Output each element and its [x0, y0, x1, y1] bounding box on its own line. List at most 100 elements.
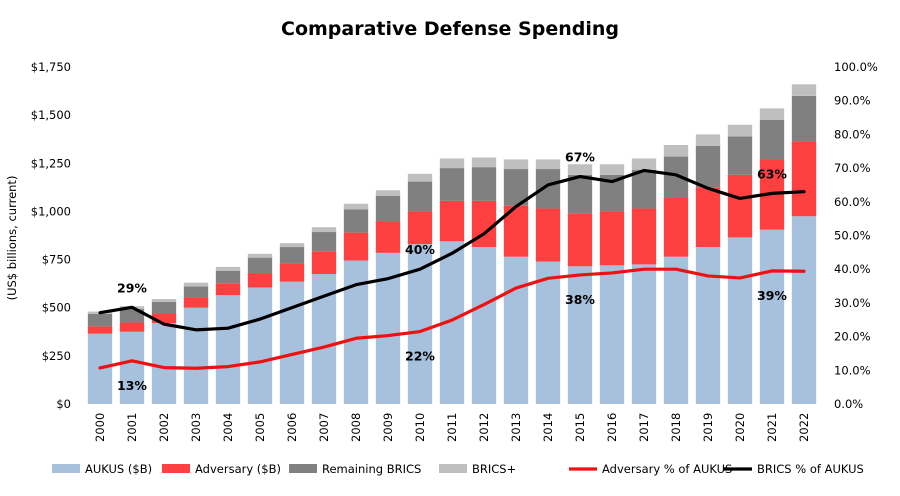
bar-remaining-brics: [279, 247, 305, 264]
bar-brics: [311, 227, 337, 233]
data-label: 29%: [117, 280, 147, 295]
y2-tick-label: 100.0%: [834, 60, 878, 74]
x-tick-label: 2004: [221, 413, 235, 442]
bar-aukus-b: [631, 264, 657, 404]
bar-brics: [759, 108, 785, 120]
legend-label: BRICS % of AUKUS: [757, 462, 864, 476]
bar-remaining-brics: [695, 145, 721, 188]
bar-brics: [407, 173, 433, 182]
y2-tick-label: 90.0%: [834, 94, 871, 108]
bar-remaining-brics: [87, 313, 113, 327]
data-label: 67%: [565, 150, 595, 165]
y-tick-label: $750: [42, 253, 71, 267]
x-tick-label: 2005: [253, 413, 267, 442]
bar-remaining-brics: [311, 232, 337, 252]
x-tick-label: 2002: [157, 413, 171, 442]
bar-adversary-b: [151, 313, 177, 324]
bar-adversary-b: [87, 326, 113, 334]
data-label: 40%: [405, 242, 435, 257]
y-tick-label: $1,500: [31, 108, 71, 122]
bar-remaining-brics: [119, 309, 145, 323]
bar-adversary-b: [663, 197, 689, 257]
bar-aukus-b: [279, 281, 305, 404]
x-tick-label: 2020: [733, 413, 747, 442]
bar-adversary-b: [599, 211, 625, 266]
bar-brics: [247, 253, 273, 258]
bar-adversary-b: [631, 208, 657, 265]
bar-aukus-b: [695, 247, 721, 404]
bar-aukus-b: [567, 266, 593, 404]
bar-aukus-b: [119, 331, 145, 404]
bar-brics: [631, 158, 657, 171]
x-tick-label: 2013: [509, 413, 523, 442]
bar-remaining-brics: [343, 209, 369, 233]
bar-aukus-b: [759, 229, 785, 404]
x-tick-label: 2006: [285, 413, 299, 442]
y2-tick-label: 10.0%: [834, 363, 871, 377]
y2-tick-label: 80.0%: [834, 127, 871, 141]
bar-aukus-b: [151, 323, 177, 404]
y-tick-label: $0: [56, 397, 71, 411]
x-tick-label: 2011: [445, 413, 459, 442]
bar-aukus-b: [791, 216, 817, 404]
x-tick-label: 2018: [669, 413, 683, 442]
x-tick-label: 2012: [477, 413, 491, 442]
x-tick-label: 2015: [573, 413, 587, 442]
bar-aukus-b: [599, 265, 625, 404]
bar-brics: [567, 164, 593, 175]
chart-title: Comparative Defense Spending: [281, 18, 619, 40]
bar-adversary-b: [535, 208, 561, 262]
bar-remaining-brics: [631, 170, 657, 209]
line-adversary-of-aukus: [98, 267, 806, 370]
y-tick-label: $1,750: [31, 60, 71, 74]
legend-label: AUKUS ($B): [85, 462, 152, 476]
bar-brics: [695, 134, 721, 146]
bar-remaining-brics: [791, 95, 817, 142]
data-labels: 29% 13% 40% 22% 67% 38% 63% 39%: [117, 150, 787, 393]
bar-remaining-brics: [375, 196, 401, 222]
bar-adversary-b: [311, 251, 337, 275]
x-tick-label: 2010: [413, 413, 427, 442]
bar-brics: [535, 159, 561, 170]
data-label: 63%: [757, 166, 787, 181]
y-tick-label: $1,250: [31, 156, 71, 170]
bar-aukus-b: [535, 261, 561, 404]
bar-aukus-b: [663, 256, 689, 404]
y-tick-label: $1,000: [31, 204, 71, 218]
bar-adversary-b: [215, 283, 241, 296]
bar-remaining-brics: [759, 119, 785, 160]
y-tick-label: $500: [42, 301, 71, 315]
y2-axis-ticks: 0.0% 10.0% 20.0% 30.0% 40.0% 50.0% 60.0% 70.0% 8…: [834, 60, 878, 411]
bar-brics: [727, 124, 753, 137]
bar-brics: [151, 299, 177, 302]
data-label: 38%: [565, 292, 595, 307]
x-tick-label: 2014: [541, 413, 555, 442]
bar-brics: [471, 157, 497, 168]
bar-remaining-brics: [247, 257, 273, 274]
bar-aukus-b: [183, 307, 209, 404]
bar-remaining-brics: [215, 270, 241, 284]
y2-tick-label: 20.0%: [834, 330, 871, 344]
bar-brics: [663, 144, 689, 157]
y2-tick-label: 30.0%: [834, 296, 871, 310]
y2-tick-label: 60.0%: [834, 195, 871, 209]
lines-layer: [98, 168, 806, 370]
y2-tick-label: 40.0%: [834, 262, 871, 276]
data-label: 13%: [117, 378, 147, 393]
legend-swatch: [162, 464, 190, 473]
bar-adversary-b: [247, 273, 273, 288]
bar-adversary-b: [183, 297, 209, 308]
bar-brics: [279, 243, 305, 248]
x-axis-ticks: 2000 2001 2002 2003 2004 2005 2006 2007 2008 2009…: [93, 413, 811, 442]
legend-label: Adversary ($B): [195, 462, 281, 476]
bar-adversary-b: [727, 174, 753, 238]
bar-adversary-b: [119, 322, 145, 332]
y-axis-ticks: $0 $250 $500 $750 $1,000 $1,250 $1,500 $1,750: [31, 60, 71, 411]
x-tick-label: 2017: [637, 413, 651, 442]
bar-adversary-b: [695, 187, 721, 248]
bar-aukus-b: [503, 256, 529, 404]
x-tick-label: 2007: [317, 413, 331, 442]
bar-brics: [599, 164, 625, 175]
bar-adversary-b: [375, 221, 401, 253]
